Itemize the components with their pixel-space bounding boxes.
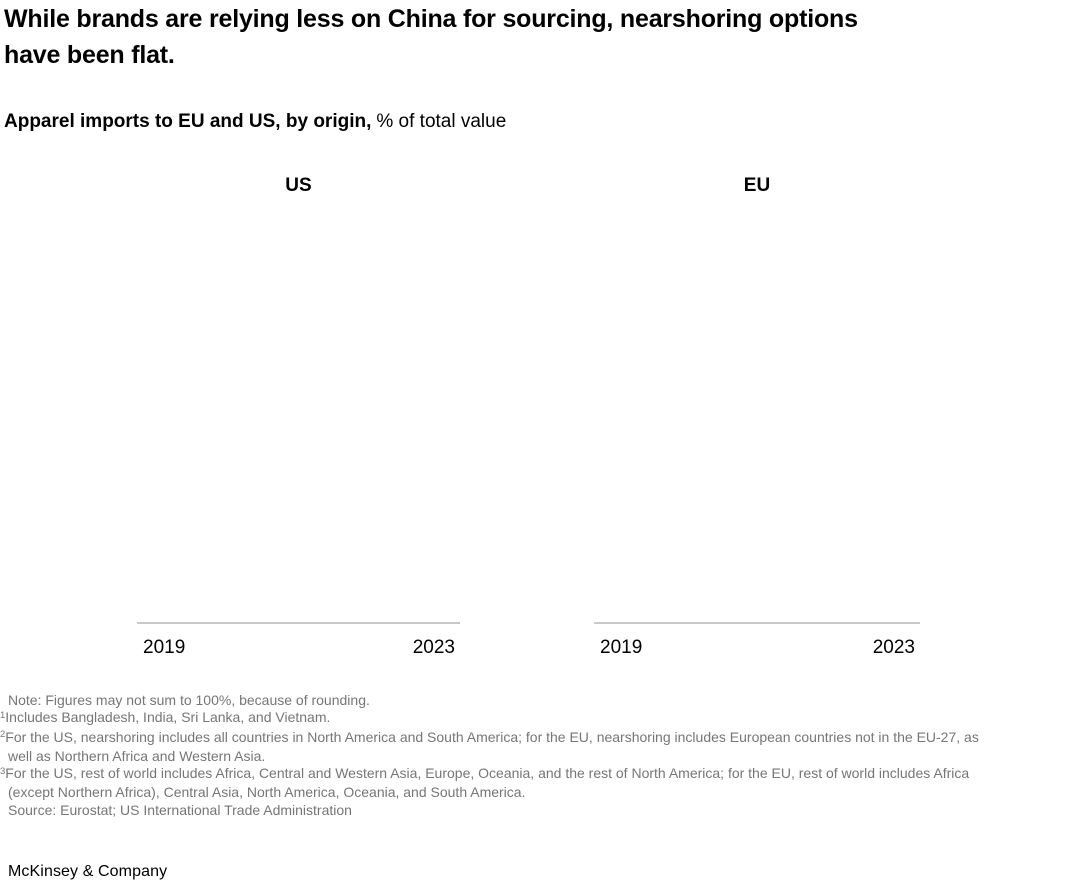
footnote-1-marker: 1	[0, 709, 6, 721]
chart-panel-us: US 2019 2023	[137, 175, 460, 659]
panel-title-us: US	[285, 175, 312, 196]
footnotes-block: Note: Figures may not sum to 100%, becau…	[0, 692, 1068, 819]
x-axis-labels-us: 2019 2023	[137, 637, 460, 659]
footnote-2-continuation: well as Northern Africa and Western Asia…	[8, 747, 266, 764]
charts-row: US 2019 2023 EU 2019 2023	[137, 175, 1080, 659]
exhibit-title: While brands are relying less on China f…	[0, 0, 1080, 73]
exhibit-title-line-2: have been flat.	[4, 41, 175, 69]
footnote-note: Note: Figures may not sum to 100%, becau…	[8, 692, 370, 708]
x-tick-eu-2023: 2023	[872, 637, 915, 658]
plot-area-eu	[594, 197, 920, 624]
footnote-3-continuation: (except Northern Africa), Central Asia, …	[8, 784, 526, 801]
x-tick-us-2023: 2023	[412, 637, 455, 658]
footnote-source: Source: Eurostat; US International Trade…	[8, 801, 352, 818]
exhibit-subtitle: Apparel imports to EU and US, by origin,…	[4, 109, 1080, 135]
subtitle-unit-text: % of total value	[376, 111, 507, 132]
x-tick-eu-2019: 2019	[600, 637, 643, 658]
chart-panel-eu: EU 2019 2023	[594, 175, 920, 659]
plot-area-us	[137, 197, 460, 624]
mckinsey-logo: McKinsey & Company	[8, 863, 168, 881]
x-tick-us-2019: 2019	[143, 637, 186, 658]
footnote-2: 2For the US, nearshoring includes all co…	[0, 729, 1068, 748]
footnote-2-text: For the US, nearshoring includes all cou…	[5, 728, 979, 745]
footnote-3-text: For the US, rest of world includes Afric…	[5, 765, 970, 782]
footnote-1-text: Includes Bangladesh, India, Sri Lanka, a…	[5, 709, 331, 726]
footnote-2-marker: 2	[0, 729, 6, 741]
footnote-3: 3For the US, rest of world includes Afri…	[0, 765, 1068, 784]
exhibit-title-line-1: While brands are relying less on China f…	[4, 5, 858, 33]
x-axis-labels-eu: 2019 2023	[594, 637, 920, 659]
footnote-3-marker: 3	[0, 765, 6, 777]
panel-title-eu: EU	[743, 175, 771, 196]
subtitle-bold-text: Apparel imports to EU and US, by origin,	[4, 111, 372, 132]
footnote-1: 1Includes Bangladesh, India, Sri Lanka, …	[0, 709, 1068, 728]
